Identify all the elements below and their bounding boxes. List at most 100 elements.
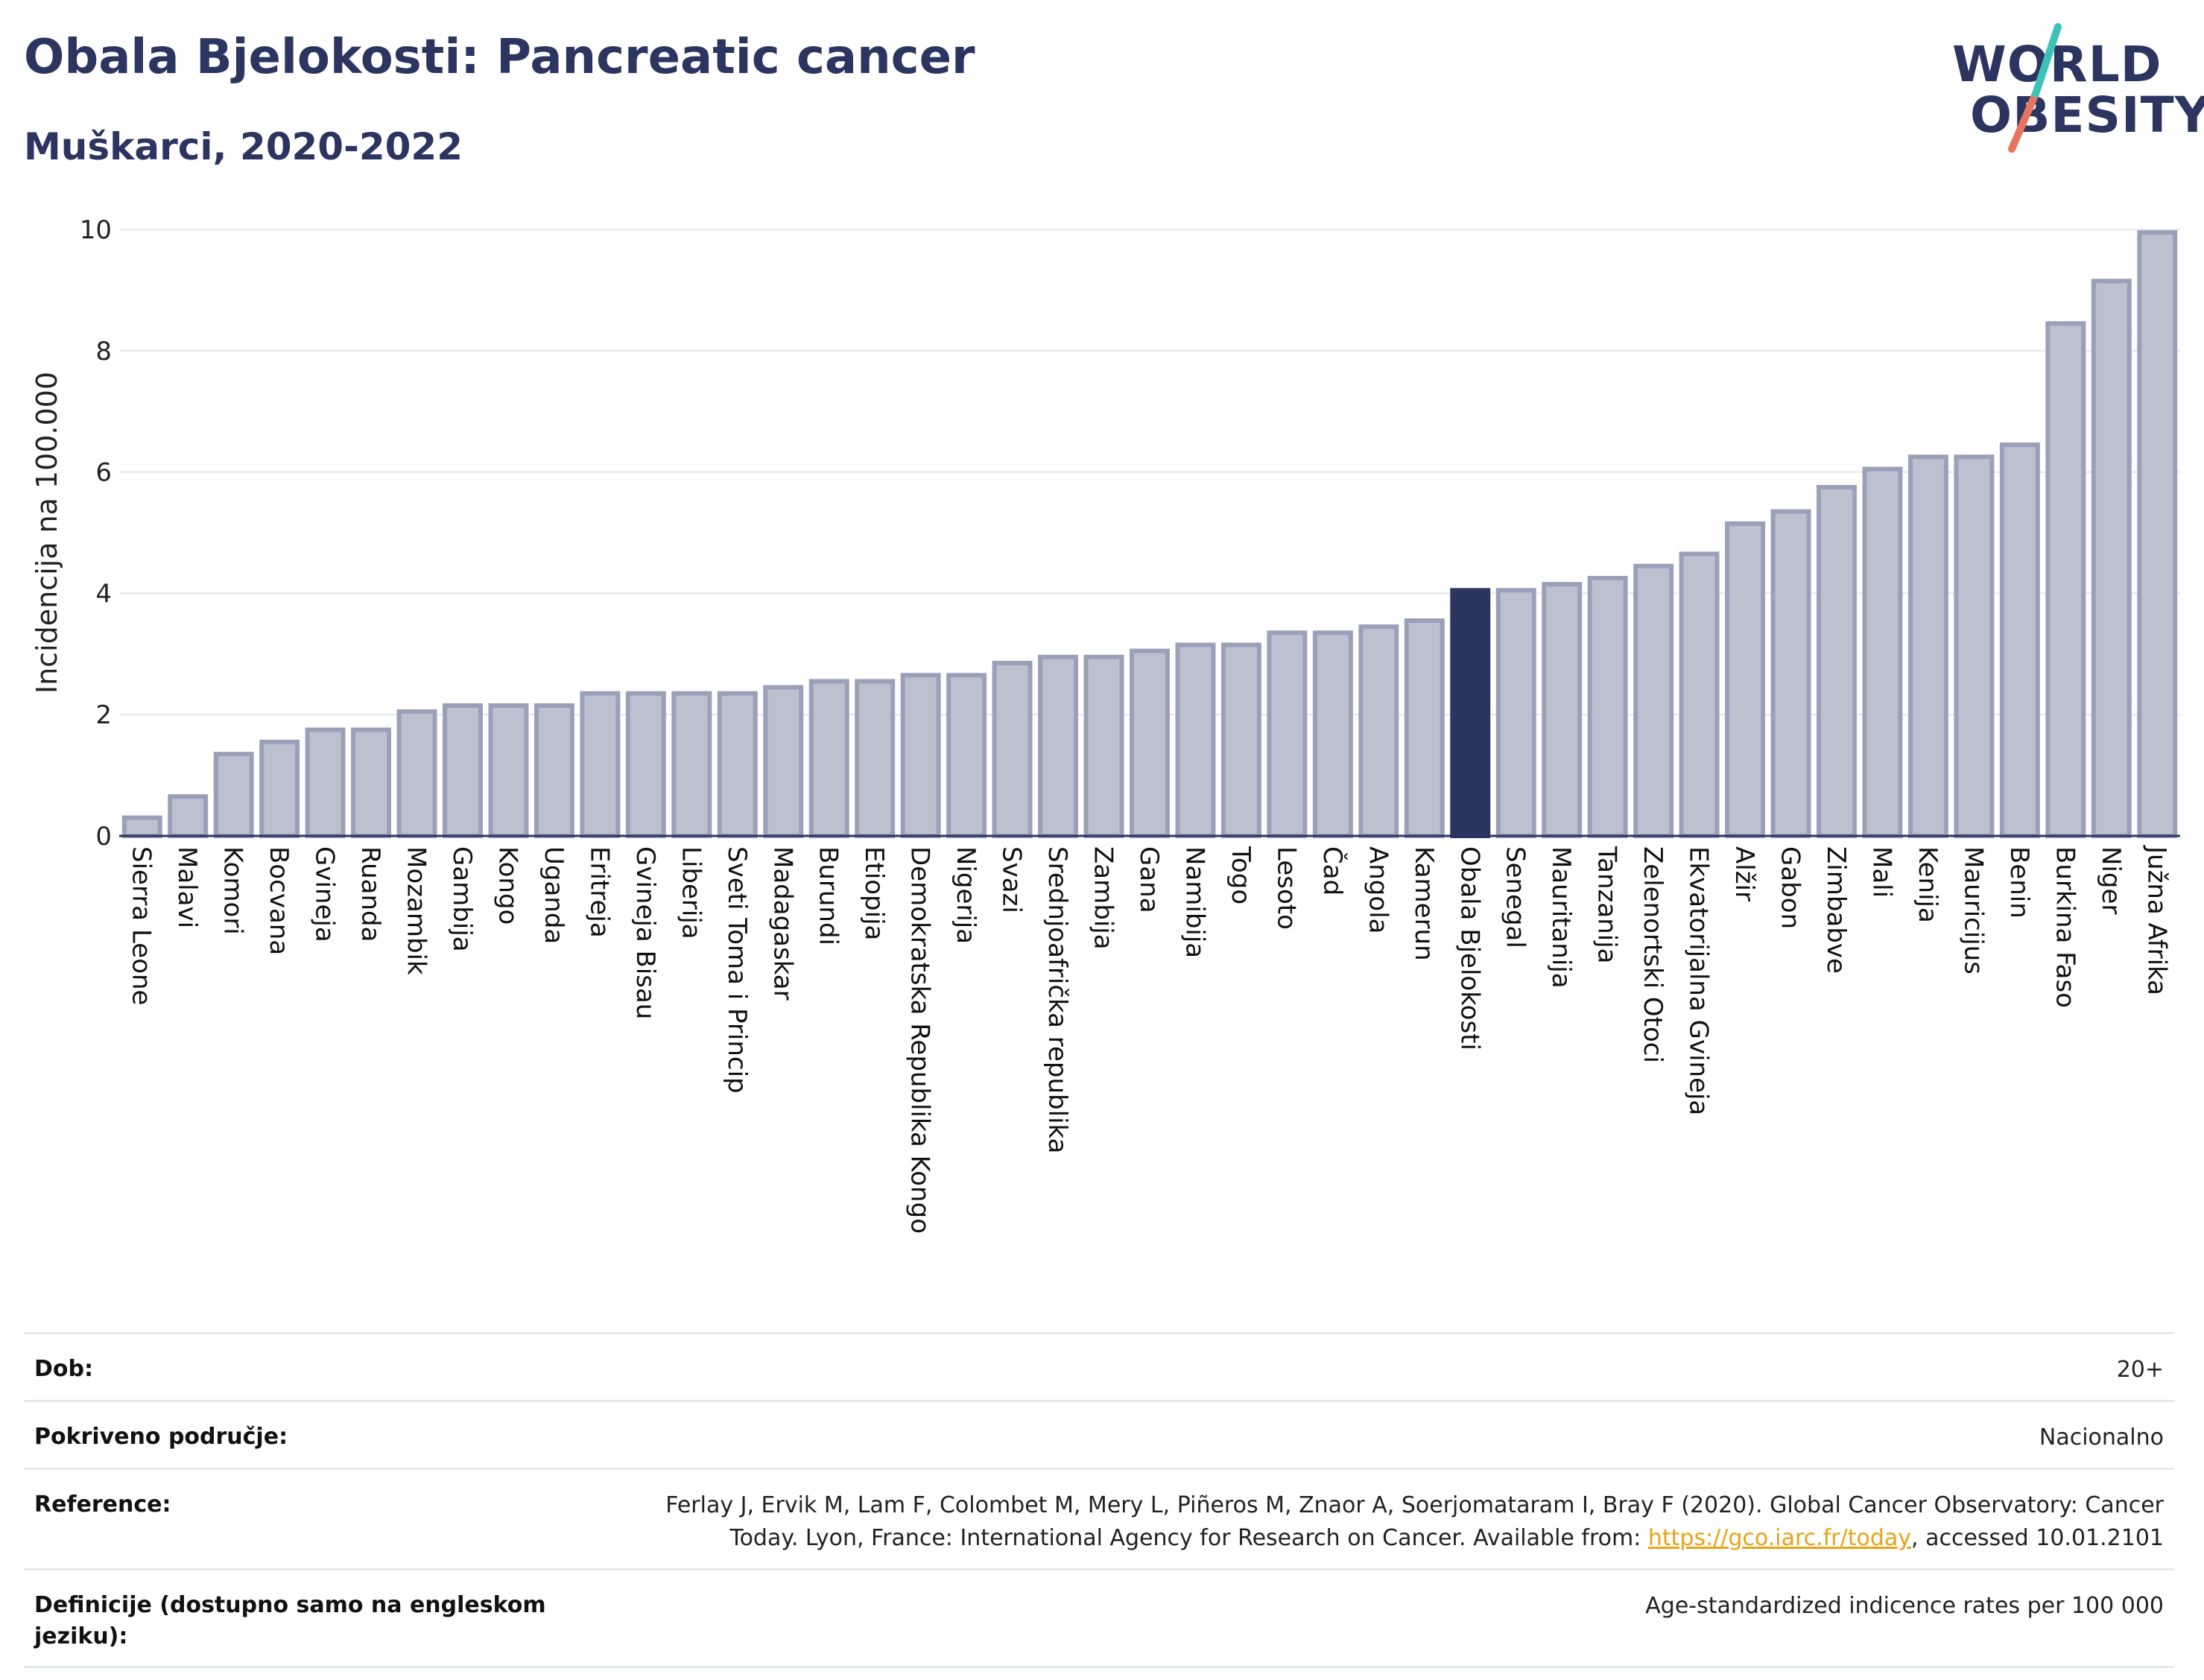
logo-text-obesity: OBESITY (1970, 86, 2204, 144)
coverage-label: Pokriveno područje: (34, 1424, 288, 1450)
bar (1220, 642, 1261, 839)
bar (351, 727, 392, 838)
bar (213, 752, 254, 838)
x-tick-label: Zelenortski Otoci (1638, 846, 1668, 1063)
bar (1954, 454, 1995, 838)
bar (1130, 648, 1170, 838)
bar (1312, 630, 1353, 838)
info-row-age: Dob: 20+ (24, 1332, 2174, 1400)
x-tick-label: Bocvana (264, 846, 294, 955)
y-axis-label: Incidencija na 100.000 (31, 372, 63, 694)
x-tick-label: Namibija (1179, 846, 1209, 958)
x-tick-label: Gabon (1776, 846, 1805, 929)
x-tick-label: Sierra Leone (127, 846, 156, 1005)
x-tick-label: Čad (1317, 846, 1348, 896)
bar (2137, 230, 2178, 838)
x-tick-label: Benin (2004, 846, 2034, 919)
y-tick-label: 8 (95, 337, 112, 367)
bar (2045, 321, 2086, 839)
chart-subtitle: Muškarci, 2020-2022 (24, 125, 463, 168)
x-tick-label: Kongo (493, 846, 522, 925)
x-tick-label: Togo (1226, 846, 1255, 904)
y-tick-label: 4 (95, 579, 112, 609)
bar (1267, 630, 1308, 838)
x-tick-label: Zambija (1089, 846, 1118, 950)
x-tick-label: Gambija (447, 846, 477, 952)
x-tick-label: Lesoto (1271, 846, 1301, 930)
x-tick-label: Mauritanija (1546, 846, 1576, 989)
x-tick-label: Mauricijus (1958, 846, 1988, 974)
bar (625, 691, 666, 839)
bar-chart: 0 2 4 6 8 10 Incidencija na 100.000 Sierra Leon… (31, 215, 2180, 1234)
age-value: 20+ (2116, 1357, 2164, 1383)
definition-label: Definicije (dostupno samo na engleskom j… (34, 1592, 546, 1649)
x-tick-label: Komori (218, 846, 248, 935)
x-tick-label: Senegal (1501, 846, 1530, 948)
x-tick-label: Ruanda (355, 846, 385, 942)
x-tick-label: Mozambik (402, 846, 431, 975)
x-tick-label: Zimbabve (1821, 846, 1851, 974)
x-tick-label: Sveti Toma i Princip (722, 846, 752, 1094)
x-tick-label: Madagaskar (767, 846, 797, 1001)
info-row-coverage: Pokriveno područje: Nacionalno (24, 1400, 2174, 1468)
bar (855, 679, 896, 838)
x-tick-label: Malavi (172, 846, 202, 928)
age-label: Dob: (34, 1356, 93, 1382)
info-row-reference: Reference: Ferlay J, Ervik M, Lam F, Col… (24, 1468, 2174, 1568)
bar (900, 673, 941, 838)
y-tick-label: 10 (80, 215, 112, 245)
bar (1633, 563, 1674, 839)
x-tick-label: Kamerun (1409, 846, 1439, 961)
bar (717, 691, 758, 839)
chart-title: Obala Bjelokosti: Pancreatic cancer (24, 30, 975, 85)
bar (443, 703, 483, 838)
x-tick-label: Mali (1866, 846, 1896, 898)
bar (1175, 642, 1216, 839)
reference-link[interactable]: https://gco.iarc.fr/today (1647, 1525, 1912, 1551)
bar (1907, 454, 1948, 838)
bar (1587, 576, 1628, 838)
info-row-definition: Definicije (dostupno samo na engleskom j… (24, 1568, 2174, 1668)
bar (1999, 442, 2040, 838)
bar (580, 691, 621, 839)
info-table: Dob: 20+ Pokriveno područje: Nacionalno … (24, 1332, 2174, 1668)
bar (1038, 654, 1079, 838)
bar (1083, 654, 1124, 838)
x-tick-label: Burkina Faso (2050, 846, 2080, 1008)
bar (1862, 466, 1903, 839)
x-tick-label: Kenija (1913, 846, 1942, 923)
bar (259, 739, 300, 839)
x-tick-label: Demokratska Republika Kongo (905, 846, 935, 1234)
reference-label: Reference: (34, 1492, 171, 1518)
x-tick-label: Eritreja (584, 846, 614, 938)
bar (488, 703, 529, 838)
bar (946, 673, 987, 838)
logo-text-world: WORLD (1952, 36, 2162, 93)
bar (1495, 588, 1536, 839)
reference-text-3: , accessed 10.01.2101 (1911, 1525, 2164, 1551)
reference-value: Ferlay J, Ervik M, Lam F, Colombet M, Me… (665, 1489, 2164, 1555)
x-tick-label: Južna Afrika (2141, 845, 2171, 995)
world-obesity-logo[interactable]: WORLD OBESITY (1937, 22, 2204, 164)
y-tick-label: 6 (95, 458, 112, 488)
bar (305, 727, 346, 838)
bar (533, 703, 574, 838)
bar (1679, 551, 1720, 838)
x-tick-label: Alžir (1729, 846, 1759, 901)
x-tick-label: Angola (1363, 846, 1393, 933)
reference-text-2: Today. Lyon, France: International Agenc… (729, 1525, 1648, 1551)
x-tick-label: Gvineja Bisau (630, 846, 660, 1019)
bar (1358, 624, 1399, 838)
x-tick-label: Srednjoafrička republika (1042, 846, 1072, 1153)
y-tick-label: 0 (95, 822, 112, 852)
bar (1404, 618, 1445, 839)
bar (1542, 582, 1583, 838)
x-tick-label: Nigerija (951, 846, 981, 944)
coverage-value: Nacionalno (2039, 1424, 2164, 1451)
x-tick-label: Etiopija (859, 846, 889, 940)
bar (808, 679, 849, 838)
reference-text-1: Ferlay J, Ervik M, Lam F, Colombet M, Me… (665, 1492, 2164, 1518)
bar (992, 661, 1033, 839)
bar (2091, 279, 2132, 838)
x-tick-label: Niger (2096, 846, 2126, 914)
